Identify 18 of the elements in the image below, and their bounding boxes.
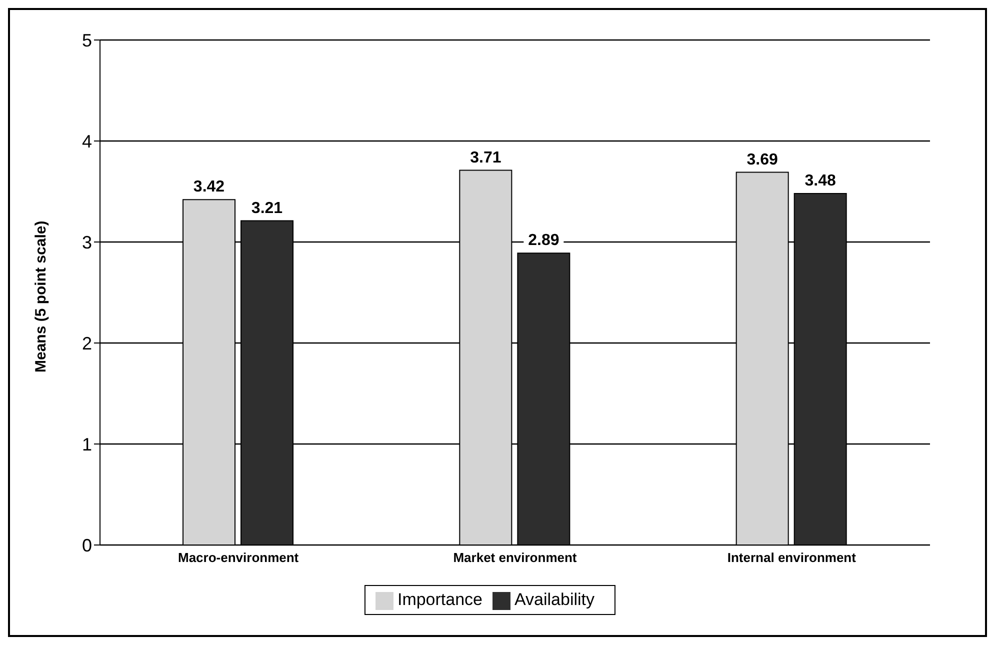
x-tick-label: Macro-environment — [178, 550, 300, 566]
y-tick-label: 4 — [82, 131, 92, 152]
data-label: 3.69 — [746, 151, 778, 168]
data-label: 3.21 — [251, 200, 283, 217]
y-tick-label: 1 — [82, 434, 92, 454]
data-label: 3.71 — [470, 149, 502, 166]
data-label: 3.42 — [193, 178, 225, 196]
y-axis-title: Means (5 point scale) — [32, 220, 50, 372]
x-tick-label: Internal environment — [727, 550, 857, 566]
y-tick-label: 5 — [82, 30, 92, 50]
legend-label: Availability — [514, 590, 595, 609]
y-tick-label: 2 — [82, 333, 92, 354]
y-tick-label: 3 — [82, 232, 92, 252]
data-label: 3.48 — [804, 172, 836, 190]
legend-label: Importance — [397, 590, 483, 609]
x-tick-label: Market environment — [453, 550, 578, 566]
y-tick-label: 0 — [82, 535, 92, 556]
data-label: 2.89 — [528, 232, 560, 250]
